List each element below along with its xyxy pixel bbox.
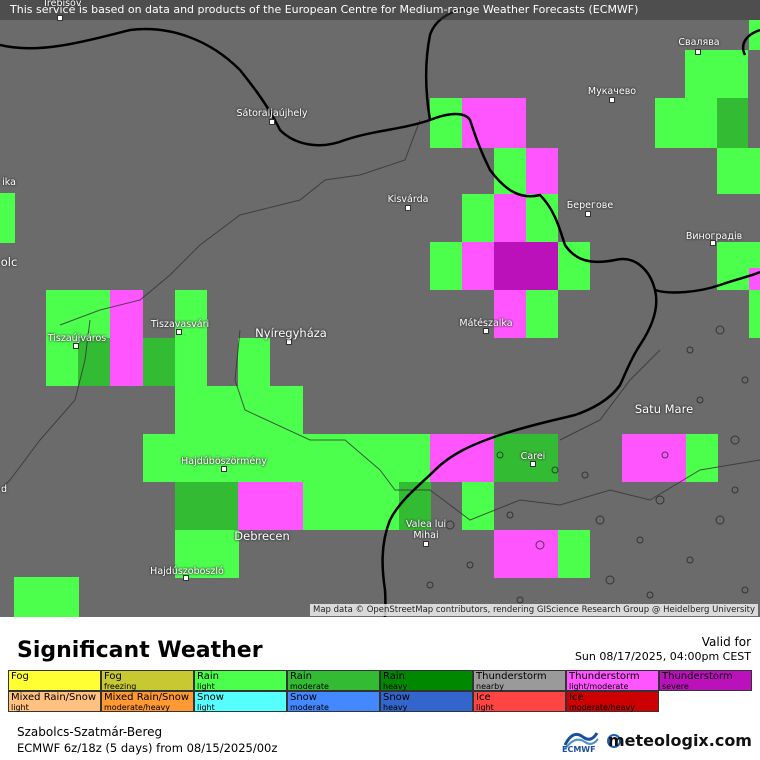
city-label-kisvarda: Kisvárda (387, 194, 429, 205)
city-label-hajduszoboszlo: Hajdúszoboszló (150, 566, 224, 577)
region-name: Szabolcs-Szatmár-Bereg (17, 725, 163, 739)
legend-ice-heavy: Ice moderate/heavy (566, 691, 659, 712)
city-label-vynohradiv: Виноградів (685, 231, 743, 242)
national-borders (0, 6, 760, 617)
legend-rain-heavy: Rain heavy (380, 670, 473, 691)
map-canvas (0, 6, 760, 617)
city-label-carei: Carei (520, 451, 546, 462)
city-label-satu-mare: Satu Mare (634, 402, 694, 416)
city-dot (183, 575, 189, 581)
city-label-mukachevo: Мукачево (587, 86, 637, 97)
city-dot (73, 343, 79, 349)
weather-map[interactable]: This service is based on data and produc… (0, 0, 760, 617)
city-label-ika: ika (2, 177, 16, 188)
legend-fog: Fog (8, 670, 101, 691)
city-dot (57, 15, 63, 21)
city-dot (423, 541, 429, 547)
county-borders (0, 119, 760, 521)
city-label-d: d (0, 484, 8, 495)
legend-thunderstorm-nearby: Thunderstorm nearby (473, 670, 566, 691)
city-dot (269, 119, 275, 125)
city-dot (286, 339, 292, 345)
city-dot (609, 97, 615, 103)
city-dot (221, 466, 227, 472)
city-label-tiszavasvari: Tiszavasvári (150, 319, 210, 330)
city-label-nyiregyhaza: Nyíregyháza (255, 326, 327, 340)
city-label-mateszalka: Mátészalka (459, 318, 513, 329)
ecmwf-notice: This service is based on data and produc… (0, 0, 760, 20)
meteologix-brand[interactable]: meteologix.com (608, 731, 752, 750)
city-label-satoraljaujhely: Sátoraljaújhely (236, 108, 308, 119)
city-label-debrecen: Debrecen (234, 529, 290, 543)
precipitation-layer (0, 20, 760, 617)
ecmwf-logo-text: ECMWF (562, 745, 596, 754)
city-dot (585, 211, 591, 217)
legend-mixed-light: Mixed Rain/Snow light (8, 691, 101, 712)
legend-snow-light: Snow light (194, 691, 287, 712)
city-dot (530, 461, 536, 467)
legend-thunderstorm-light: Thunderstorm light/moderate (566, 670, 659, 691)
city-dot (405, 205, 411, 211)
city-dot (710, 240, 716, 246)
meteologix-logo-icon (607, 734, 621, 748)
legend-rain-moderate: Rain moderate (287, 670, 380, 691)
legend-snow-moderate: Snow moderate (287, 691, 380, 712)
legend-title: Significant Weather (17, 638, 263, 663)
valid-time: Sun 08/17/2025, 04:00pm CEST (574, 650, 751, 663)
map-attribution: Map data © OpenStreetMap contributors, r… (310, 604, 758, 616)
legend-mixed-heavy: Mixed Rain/Snow moderate/heavy (101, 691, 194, 712)
legend-fog-freezing: Fog freezing (101, 670, 194, 691)
city-dot (176, 329, 182, 335)
legend-ice-light: Ice light (473, 691, 566, 712)
locality-outlines (426, 325, 749, 604)
legend-snow-heavy: Snow heavy (380, 691, 473, 712)
ecmwf-logo-icon (563, 732, 599, 750)
city-dot (483, 328, 489, 334)
model-run: ECMWF 6z/18z (5 days) from 08/15/2025/00… (17, 741, 278, 755)
city-label-tiszaujvaros: Tiszaújváros (47, 333, 107, 344)
valid-label: Valid for (701, 635, 751, 649)
city-label-berehove: Берегове (566, 200, 614, 211)
city-label-trebisov: Trebišov (42, 0, 82, 9)
legend-thunderstorm-severe: Thunderstorm severe (659, 670, 752, 691)
city-dot (695, 49, 701, 55)
city-label-olc: olc (0, 255, 18, 269)
legend-rain-light: Rain light (194, 670, 287, 691)
city-label-valea-lui-mihai: Valea lui Mihai (405, 519, 447, 541)
city-label-svalyava: Свалява (678, 37, 720, 48)
city-label-hajduboszormeny: Hajdúböszörmény (181, 456, 267, 467)
